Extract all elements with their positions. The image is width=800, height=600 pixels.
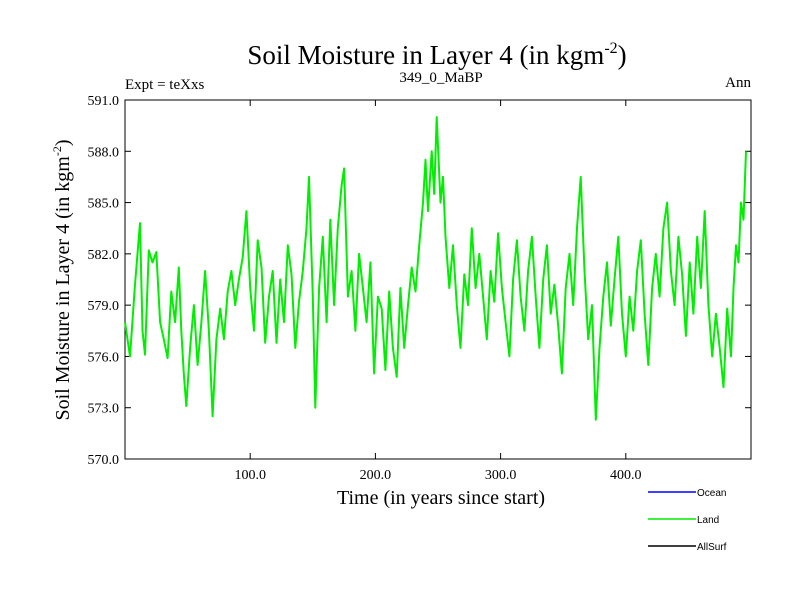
x-tick-label: 300.0	[485, 468, 517, 483]
title-superscript: -2	[604, 40, 617, 57]
series-line-land	[124, 116, 747, 421]
y-tick-label: 570.0	[88, 453, 120, 468]
y-tick-label: 588.0	[88, 145, 120, 160]
y-tick-label: 585.0	[88, 197, 120, 212]
x-tick-label: 100.0	[234, 468, 266, 483]
y-axis-ticks: 570.0 573.0 576.0 579.0 582.0 585.0 588.0 591.0	[88, 94, 751, 468]
x-axis-label: Time (in years since start)	[337, 487, 545, 509]
series-layer	[124, 116, 747, 421]
subtitle-left: Expt = teXxs	[125, 77, 204, 93]
legend: Ocean Land AllSurf	[648, 488, 727, 553]
y-tick-label: 591.0	[88, 94, 120, 109]
chart-title: Soil Moisture in Layer 4 (in kgm-2)	[247, 40, 626, 70]
y-tick-label: 582.0	[88, 248, 120, 263]
subtitle-center: 349_0_MaBP	[399, 70, 482, 86]
legend-label-land: Land	[697, 515, 719, 526]
title-end: )	[618, 40, 627, 70]
x-tick-label: 200.0	[360, 468, 392, 483]
y-tick-label: 573.0	[88, 402, 120, 417]
ylabel-superscript: -2	[50, 146, 64, 156]
x-tick-label: 400.0	[610, 468, 642, 483]
title-main: Soil Moisture in Layer 4 (in kgm	[247, 40, 604, 70]
plot-frame	[124, 99, 752, 460]
y-tick-label: 579.0	[88, 299, 120, 314]
legend-label-ocean: Ocean	[697, 488, 726, 499]
y-tick-label: 576.0	[88, 350, 120, 365]
subtitle-right: Ann	[725, 75, 751, 91]
x-axis-ticks: 100.0 200.0 300.0 400.0	[234, 100, 642, 483]
legend-label-allsurf: AllSurf	[697, 542, 727, 553]
ylabel-main: Soil Moisture in Layer 4 (in kgm	[52, 156, 74, 421]
ylabel-end: )	[52, 139, 74, 146]
y-axis-label: Soil Moisture in Layer 4 (in kgm-2)	[50, 139, 74, 420]
